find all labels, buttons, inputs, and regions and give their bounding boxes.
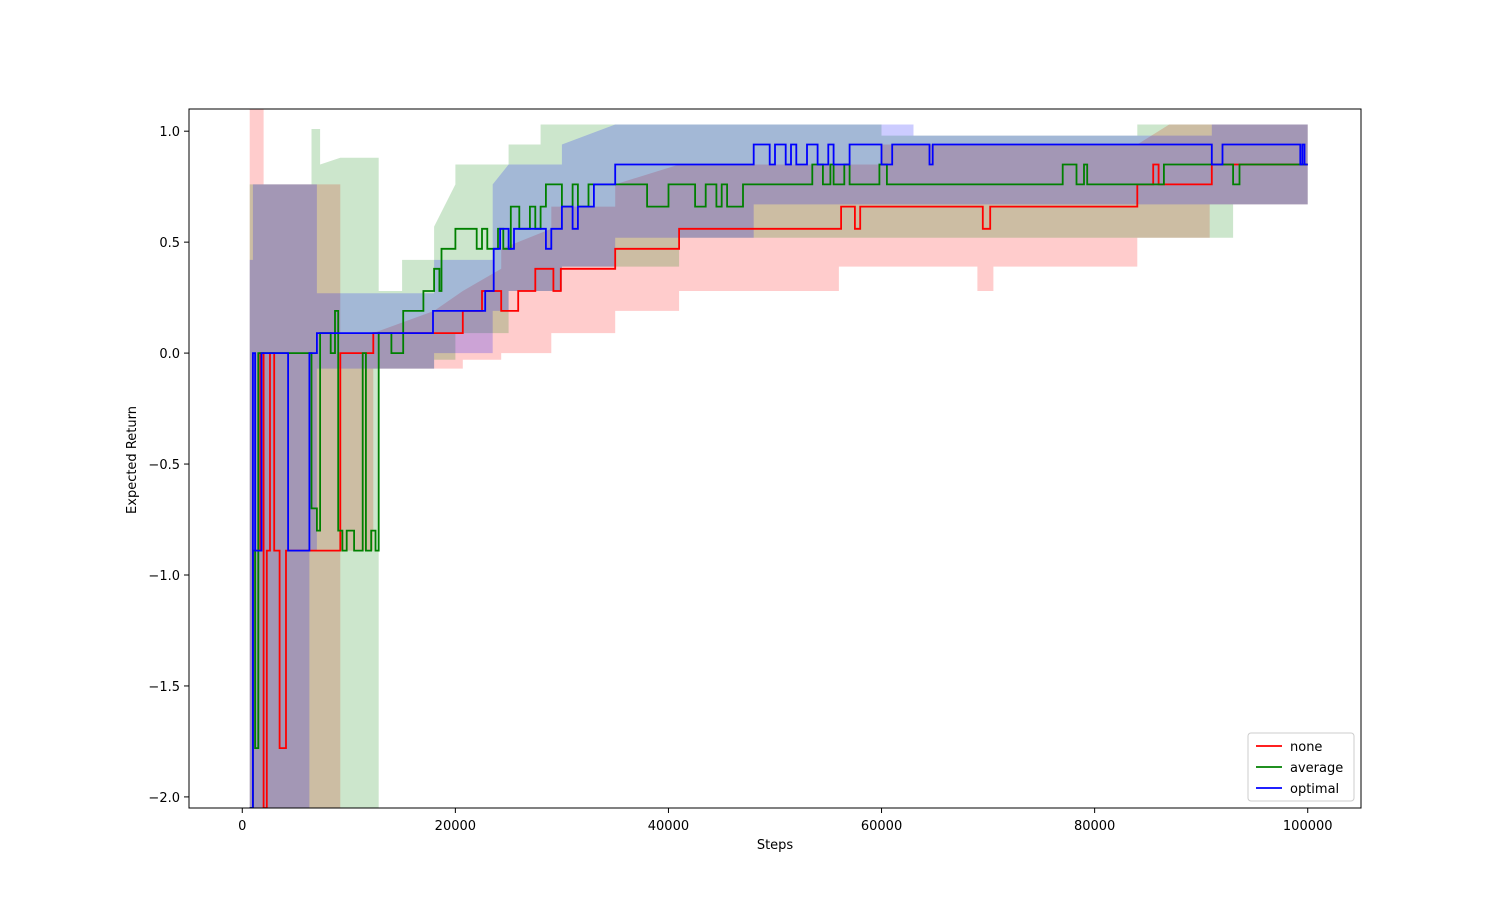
y-tick-label: −1.0 — [148, 569, 180, 584]
plot-frame — [188, 108, 1362, 809]
y-tick-label: −0.5 — [148, 458, 180, 473]
band-average — [249, 124, 1308, 808]
legend: none average optimal — [1247, 732, 1355, 802]
band-optimal — [249, 124, 1308, 808]
y-tick-label: −1.5 — [148, 680, 180, 695]
legend-label-average: average — [1290, 761, 1343, 776]
y-axis-label: Expected Return — [125, 406, 140, 514]
x-tick-label: 100000 — [1283, 819, 1333, 834]
x-tick-label: 40000 — [648, 819, 689, 834]
x-tick-label: 0 — [238, 819, 246, 834]
y-tick-label: 0.5 — [159, 236, 180, 251]
line-optimal — [249, 143, 1308, 808]
x-tick-label: 60000 — [861, 819, 902, 834]
legend-label-none: none — [1290, 740, 1322, 755]
x-tick-label: 80000 — [1074, 819, 1115, 834]
legend-box — [1247, 732, 1355, 802]
y-tick-label: −2.0 — [148, 791, 180, 806]
confidence-bands — [249, 109, 1308, 808]
y-tick-label: 1.0 — [159, 125, 180, 140]
band-none — [249, 109, 1308, 808]
series-lines — [249, 143, 1308, 808]
x-axis-ticks: 0 20000 40000 60000 80000 100000 — [238, 808, 1333, 834]
line-none — [249, 163, 1308, 808]
y-axis-ticks: −2.0 −1.5 −1.0 −0.5 0.0 0.5 1.0 — [148, 125, 189, 806]
y-tick-label: 0.0 — [159, 347, 180, 362]
x-axis-label: Steps — [757, 838, 794, 853]
x-tick-label: 20000 — [435, 819, 476, 834]
legend-label-optimal: optimal — [1290, 782, 1339, 797]
